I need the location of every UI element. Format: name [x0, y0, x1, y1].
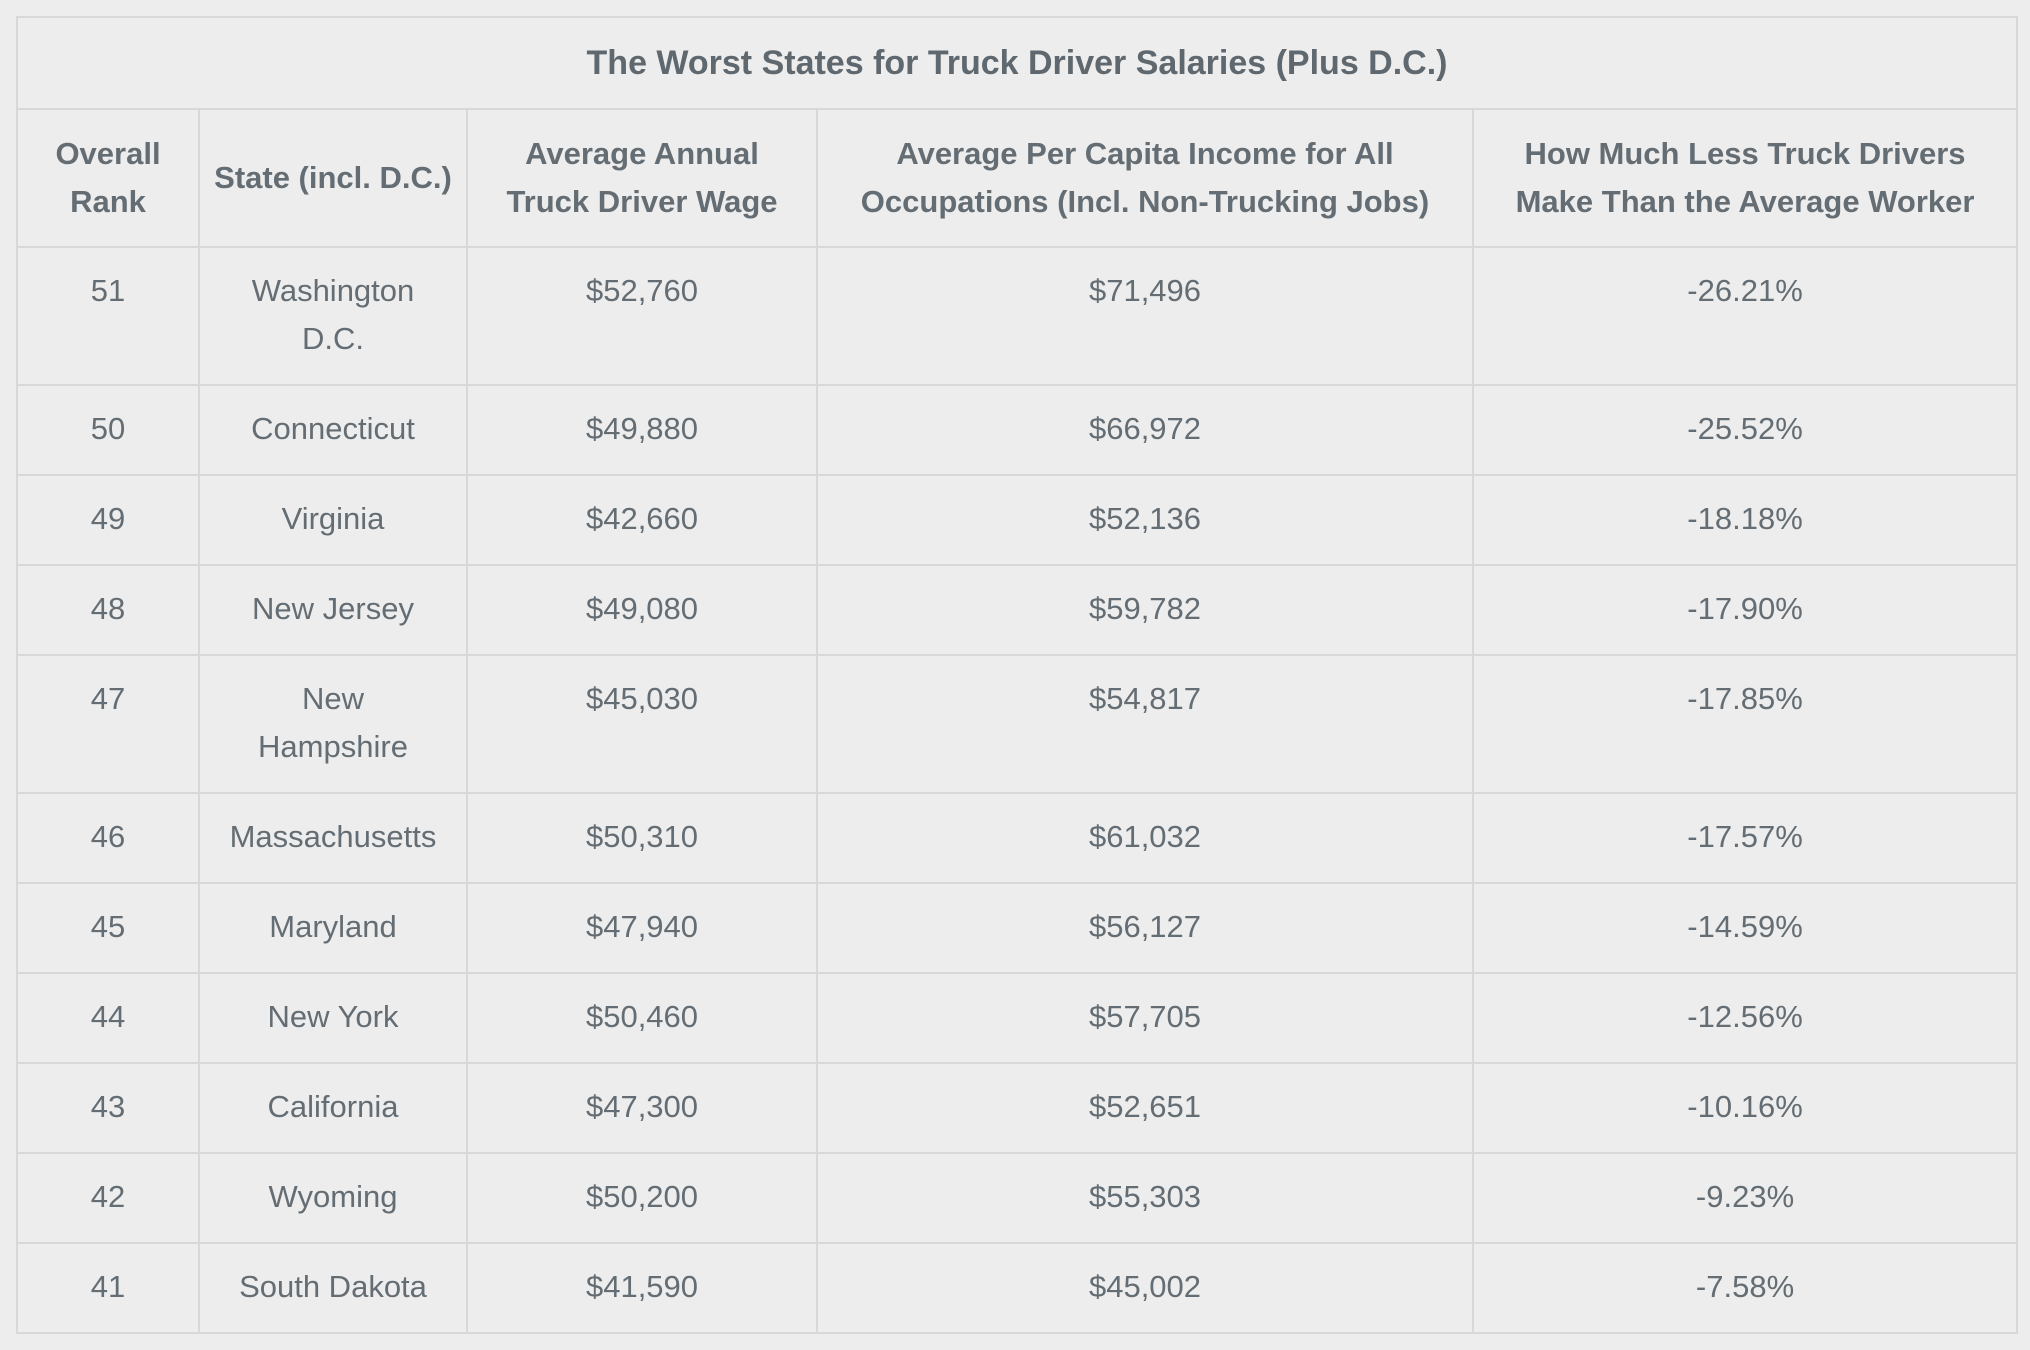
rank-cell: 47: [16, 654, 200, 794]
state-cell: Virginia: [198, 474, 468, 566]
state-cell: South Dakota: [198, 1242, 468, 1334]
wage-cell: $52,760: [466, 246, 818, 386]
table-row: 44 New York $50,460 $57,705 -12.56%: [16, 972, 2019, 1064]
rank-cell: 42: [16, 1152, 200, 1244]
state-cell: Wyoming: [198, 1152, 468, 1244]
difference-cell: -12.56%: [1471, 972, 2019, 1064]
income-cell: $52,651: [816, 1062, 1474, 1154]
income-cell: $54,817: [816, 654, 1474, 794]
rank-cell: 50: [16, 384, 200, 476]
table-row: 49 Virginia $42,660 $52,136 -18.18%: [16, 474, 2019, 566]
rank-cell: 45: [16, 882, 200, 974]
rank-cell: 41: [16, 1242, 200, 1334]
table-row: 41 South Dakota $41,590 $45,002 -7.58%: [16, 1242, 2019, 1334]
difference-cell: -17.57%: [1471, 792, 2019, 884]
rank-cell: 46: [16, 792, 200, 884]
income-cell: $57,705: [816, 972, 1474, 1064]
header-average-wage: Average Annual Truck Driver Wage: [466, 108, 818, 248]
difference-cell: -26.21%: [1471, 246, 2019, 386]
income-cell: $71,496: [816, 246, 1474, 386]
state-cell: Connecticut: [198, 384, 468, 476]
table-title-row: The Worst States for Truck Driver Salari…: [15, 16, 2019, 110]
table-header-row: Overall Rank State (incl. D.C.) Average …: [16, 108, 2019, 248]
rank-cell: 49: [16, 474, 200, 566]
wage-cell: $50,460: [466, 972, 818, 1064]
wage-cell: $50,200: [466, 1152, 818, 1244]
table-row: 48 New Jersey $49,080 $59,782 -17.90%: [16, 564, 2019, 656]
wage-cell: $50,310: [466, 792, 818, 884]
rank-cell: 43: [16, 1062, 200, 1154]
state-cell: New Hampshire: [198, 654, 468, 794]
difference-cell: -14.59%: [1471, 882, 2019, 974]
wage-cell: $45,030: [466, 654, 818, 794]
income-cell: $66,972: [816, 384, 1474, 476]
difference-cell: -9.23%: [1471, 1152, 2019, 1244]
state-name: Washington D.C.: [251, 273, 415, 356]
table-row: 42 Wyoming $50,200 $55,303 -9.23%: [16, 1152, 2019, 1244]
income-cell: $56,127: [816, 882, 1474, 974]
salary-table: The Worst States for Truck Driver Salari…: [15, 16, 2019, 1334]
income-cell: $61,032: [816, 792, 1474, 884]
table-row: 47 New Hampshire $45,030 $54,817 -17.85%: [16, 654, 2019, 794]
wage-cell: $42,660: [466, 474, 818, 566]
difference-cell: -7.58%: [1471, 1242, 2019, 1334]
wage-cell: $49,880: [466, 384, 818, 476]
table-row: 50 Connecticut $49,880 $66,972 -25.52%: [16, 384, 2019, 476]
header-overall-rank: Overall Rank: [16, 108, 200, 248]
difference-cell: -17.90%: [1471, 564, 2019, 656]
difference-cell: -25.52%: [1471, 384, 2019, 476]
state-cell: New Jersey: [198, 564, 468, 656]
income-cell: $55,303: [816, 1152, 1474, 1244]
table-row: 45 Maryland $47,940 $56,127 -14.59%: [16, 882, 2019, 974]
header-difference: How Much Less Truck Drivers Make Than th…: [1471, 108, 2019, 248]
wage-cell: $41,590: [466, 1242, 818, 1334]
table-row: 46 Massachusetts $50,310 $61,032 -17.57%: [16, 792, 2019, 884]
income-cell: $45,002: [816, 1242, 1474, 1334]
salary-table-container: The Worst States for Truck Driver Salari…: [15, 16, 2019, 1334]
wage-cell: $47,300: [466, 1062, 818, 1154]
header-per-capita-income: Average Per Capita Income for All Occupa…: [816, 108, 1474, 248]
state-cell: Washington D.C.: [198, 246, 468, 386]
state-name: New Hampshire: [258, 681, 408, 764]
state-cell: California: [198, 1062, 468, 1154]
rank-cell: 48: [16, 564, 200, 656]
rank-cell: 51: [16, 246, 200, 386]
state-cell: Massachusetts: [198, 792, 468, 884]
rank-cell: 44: [16, 972, 200, 1064]
wage-cell: $49,080: [466, 564, 818, 656]
table-title: The Worst States for Truck Driver Salari…: [15, 16, 2019, 110]
wage-cell: $47,940: [466, 882, 818, 974]
table-row: 51 Washington D.C. $52,760 $71,496 -26.2…: [16, 246, 2019, 386]
income-cell: $59,782: [816, 564, 1474, 656]
income-cell: $52,136: [816, 474, 1474, 566]
header-state: State (incl. D.C.): [198, 108, 468, 248]
state-cell: New York: [198, 972, 468, 1064]
difference-cell: -10.16%: [1471, 1062, 2019, 1154]
table-row: 43 California $47,300 $52,651 -10.16%: [16, 1062, 2019, 1154]
difference-cell: -17.85%: [1471, 654, 2019, 794]
state-cell: Maryland: [198, 882, 468, 974]
difference-cell: -18.18%: [1471, 474, 2019, 566]
